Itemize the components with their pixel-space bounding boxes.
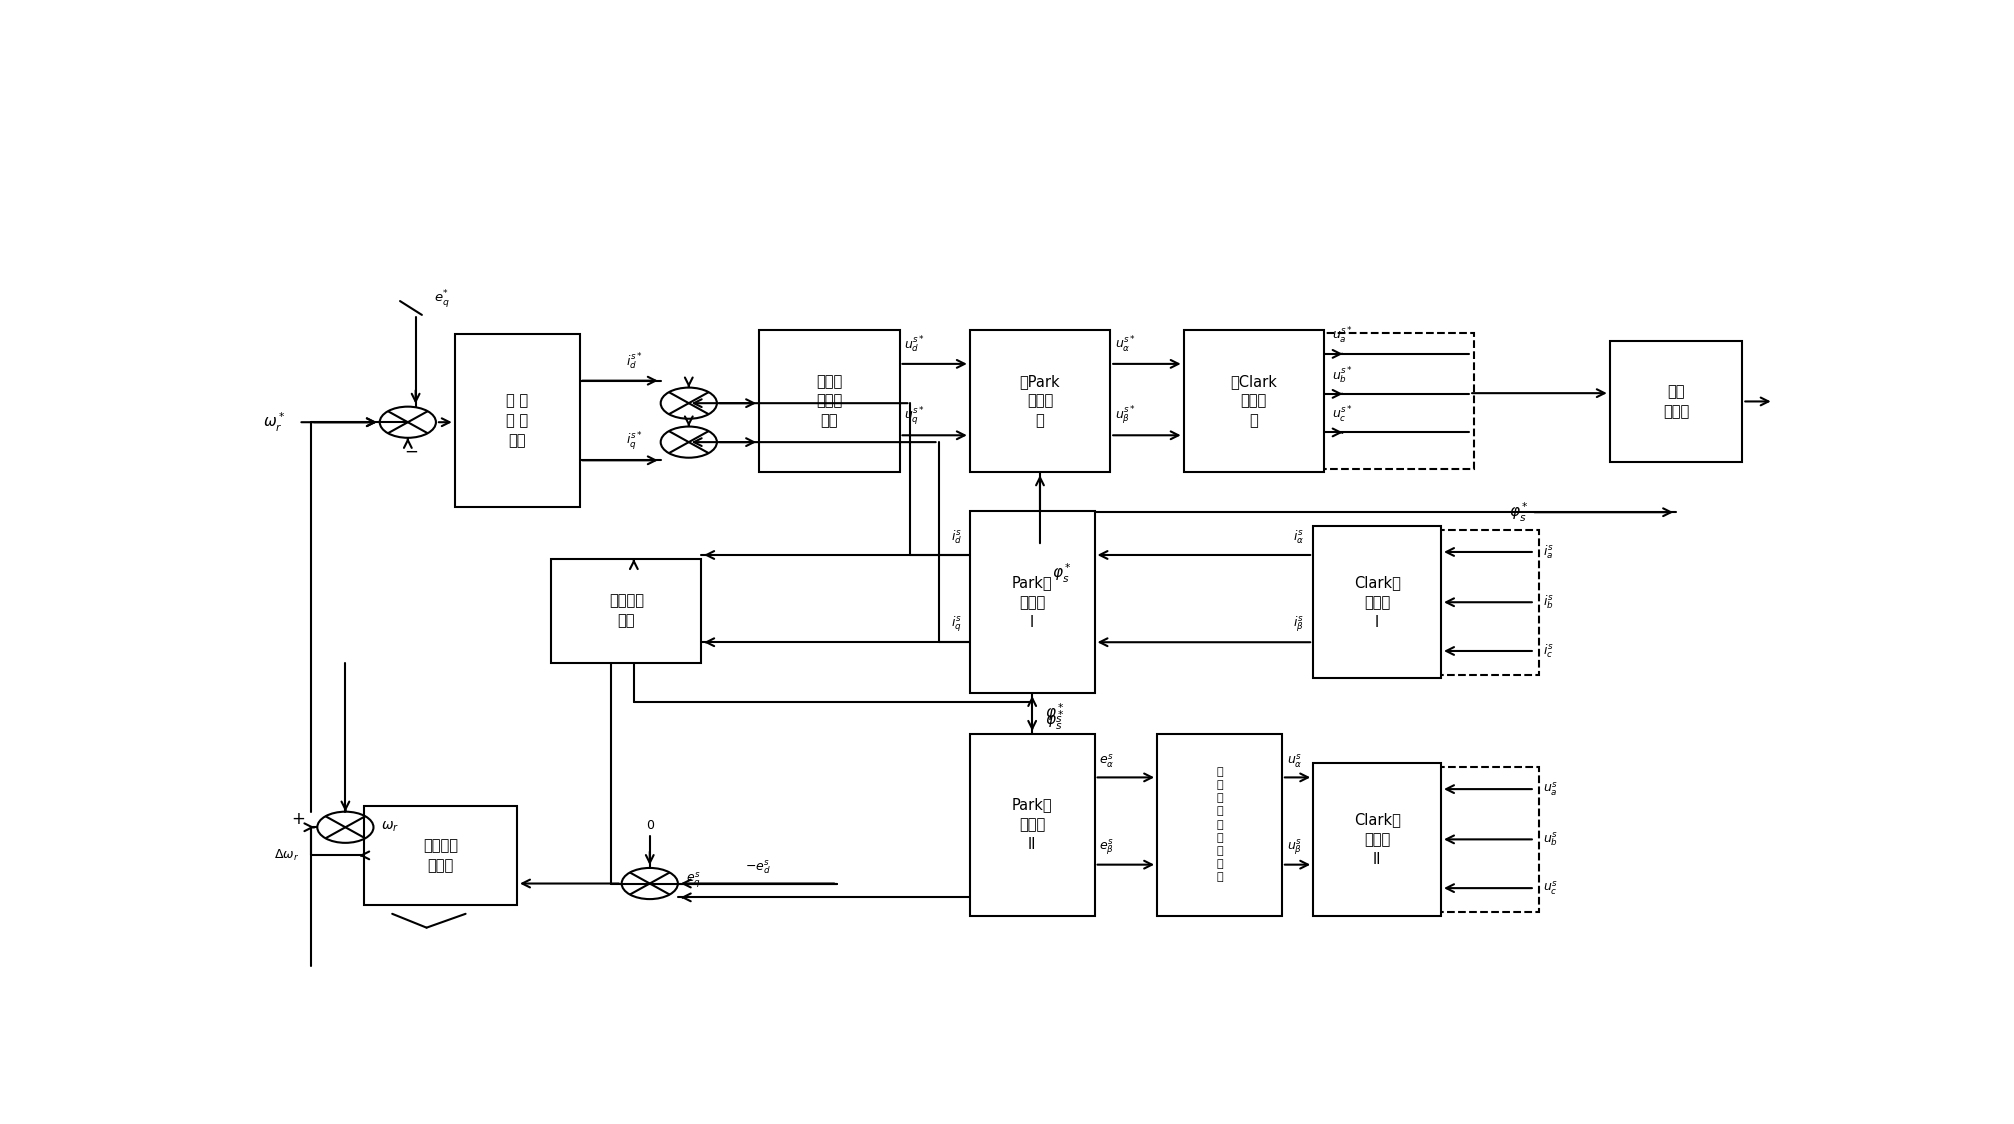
Text: $u_a^{s*}$: $u_a^{s*}$ xyxy=(1331,326,1353,346)
Text: $\varphi_s^*$: $\varphi_s^*$ xyxy=(1508,500,1529,524)
Text: 0: 0 xyxy=(646,818,655,832)
Text: $u_q^{s*}$: $u_q^{s*}$ xyxy=(904,405,924,427)
Text: 反Park
变换模
块: 反Park 变换模 块 xyxy=(1019,373,1059,428)
Text: Park变
换模块
I: Park变 换模块 I xyxy=(1011,575,1053,629)
Text: $i_q^{s*}$: $i_q^{s*}$ xyxy=(626,429,642,452)
Text: $-e_d^s$: $-e_d^s$ xyxy=(745,858,769,876)
Text: $e_q^{*}$: $e_q^{*}$ xyxy=(435,289,449,310)
Text: 转
磁
感
应
反
势
算
模
块: 转 磁 感 应 反 势 算 模 块 xyxy=(1216,767,1222,882)
Text: 反Clark
变换模
块: 反Clark 变换模 块 xyxy=(1231,373,1277,428)
Text: 电动势校
正模块: 电动势校 正模块 xyxy=(423,839,457,873)
Text: +: + xyxy=(290,809,304,827)
Text: Clark变
换模块
I: Clark变 换模块 I xyxy=(1353,575,1400,629)
FancyBboxPatch shape xyxy=(365,806,518,905)
Text: $u_a^s$: $u_a^s$ xyxy=(1543,780,1557,798)
Text: $i_a^s$: $i_a^s$ xyxy=(1543,543,1553,561)
Text: $i_d^{s*}$: $i_d^{s*}$ xyxy=(626,352,642,372)
Text: Park变
换模块
II: Park变 换模块 II xyxy=(1011,797,1053,852)
Text: $u_\alpha^s$: $u_\alpha^s$ xyxy=(1287,752,1303,770)
FancyBboxPatch shape xyxy=(552,559,701,663)
Text: $i_c^s$: $i_c^s$ xyxy=(1543,642,1553,660)
Text: $u_b^s$: $u_b^s$ xyxy=(1543,831,1557,849)
Text: $\varphi_s^*$: $\varphi_s^*$ xyxy=(1053,562,1071,584)
FancyBboxPatch shape xyxy=(1184,329,1323,472)
Text: $i_\alpha^s$: $i_\alpha^s$ xyxy=(1293,528,1303,546)
Text: 电流模型
模块: 电流模型 模块 xyxy=(608,593,644,628)
Text: $u_d^{s*}$: $u_d^{s*}$ xyxy=(904,335,924,355)
Text: $\varphi_s^*$: $\varphi_s^*$ xyxy=(1045,701,1065,725)
Text: 直流电
流调节
模块: 直流电 流调节 模块 xyxy=(816,373,842,428)
Text: 速 度
调 节
模块: 速 度 调 节 模块 xyxy=(506,393,528,447)
Text: 高压
变频器: 高压 变频器 xyxy=(1664,384,1690,419)
Text: $i_\beta^s$: $i_\beta^s$ xyxy=(1293,614,1303,634)
Text: $u_\alpha^{s*}$: $u_\alpha^{s*}$ xyxy=(1116,335,1136,355)
FancyBboxPatch shape xyxy=(1313,526,1442,679)
Text: Clark变
换模块
II: Clark变 换模块 II xyxy=(1353,812,1400,867)
Text: $u_b^{s*}$: $u_b^{s*}$ xyxy=(1331,365,1353,386)
Text: $e_\beta^s$: $e_\beta^s$ xyxy=(1100,837,1114,856)
Text: $u_\beta^{s*}$: $u_\beta^{s*}$ xyxy=(1116,405,1136,427)
FancyBboxPatch shape xyxy=(971,511,1096,694)
Text: $u_\beta^s$: $u_\beta^s$ xyxy=(1287,837,1301,856)
Text: $\varphi_s^*$: $\varphi_s^*$ xyxy=(1045,709,1065,732)
Text: $i_b^s$: $i_b^s$ xyxy=(1543,593,1553,611)
Text: $u_c^{s*}$: $u_c^{s*}$ xyxy=(1331,405,1353,425)
Text: $e_q^s$: $e_q^s$ xyxy=(685,870,701,889)
FancyBboxPatch shape xyxy=(971,329,1110,472)
Text: $\omega_r^*$: $\omega_r^*$ xyxy=(264,410,286,434)
Text: $\Delta\omega_r$: $\Delta\omega_r$ xyxy=(274,847,298,863)
Text: $u_c^s$: $u_c^s$ xyxy=(1543,879,1557,897)
FancyBboxPatch shape xyxy=(1609,341,1742,462)
Text: $e_\alpha^s$: $e_\alpha^s$ xyxy=(1100,752,1114,770)
Text: $i_q^s$: $i_q^s$ xyxy=(951,614,963,634)
Text: $\omega_r$: $\omega_r$ xyxy=(381,821,399,834)
FancyBboxPatch shape xyxy=(1313,763,1442,916)
FancyBboxPatch shape xyxy=(759,329,900,472)
FancyBboxPatch shape xyxy=(1156,734,1283,916)
Text: $i_d^s$: $i_d^s$ xyxy=(951,528,963,546)
FancyBboxPatch shape xyxy=(455,334,580,507)
FancyBboxPatch shape xyxy=(971,734,1096,916)
Text: −: − xyxy=(405,443,417,461)
